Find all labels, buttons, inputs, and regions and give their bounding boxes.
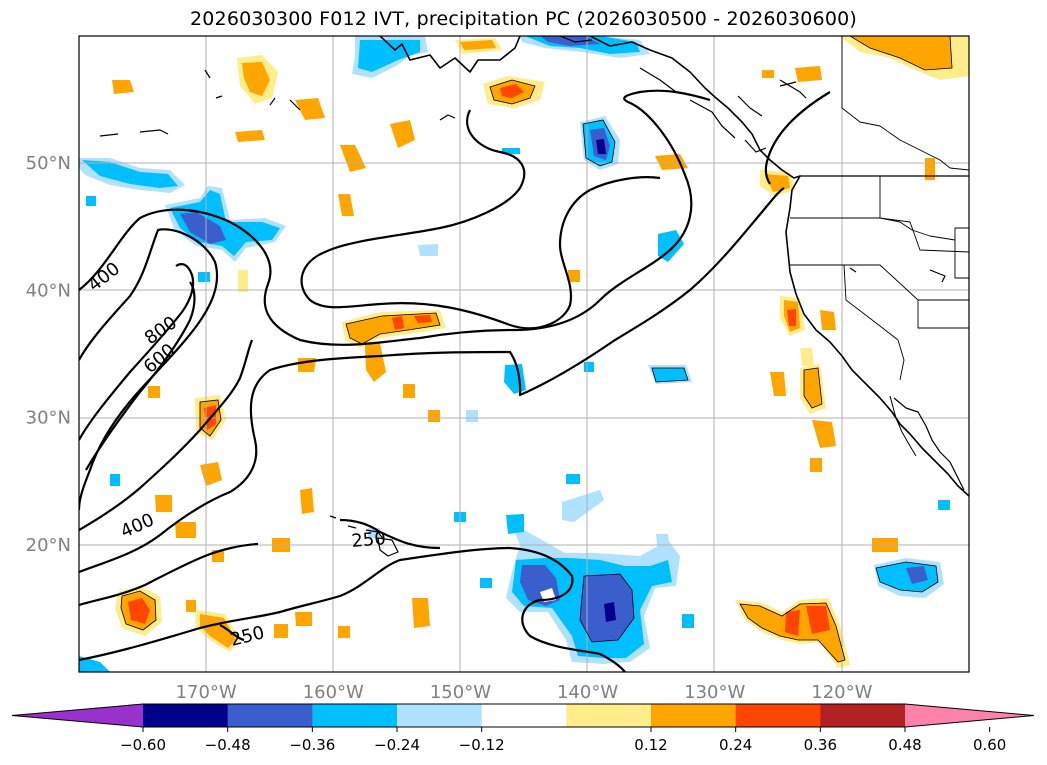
lat-tick-label: 50°N — [26, 153, 71, 174]
ivt-contours — [79, 89, 831, 672]
colorbar-extend-high — [905, 704, 1034, 727]
latitude-tick-labels: 20°N 30°N 40°N 50°N — [26, 153, 71, 556]
lon-tick-label: 140°W — [557, 682, 618, 703]
colorbar-tick-label: 0.48 — [888, 736, 921, 754]
colorbar-tick-label: −0.60 — [120, 736, 166, 754]
lat-tick-label: 30°N — [26, 408, 71, 429]
state-borders — [790, 36, 969, 381]
lat-tick-label: 20°N — [26, 535, 71, 556]
lat-tick-label: 40°N — [26, 280, 71, 301]
colorbar — [11, 703, 1035, 728]
colorbar-swatch — [481, 704, 567, 727]
map-canvas — [79, 36, 969, 672]
longitude-tick-labels: 170°W 160°W 150°W 140°W 130°W 120°W — [176, 682, 873, 703]
colorbar-extend-low — [12, 704, 143, 727]
colorbar-swatch — [397, 704, 483, 727]
map-frame — [78, 35, 970, 673]
colorbar-swatch — [735, 704, 821, 727]
coastlines-and-borders — [99, 36, 969, 557]
precipitation-shading — [79, 36, 969, 672]
colorbar-tick-label: 0.60 — [973, 736, 1006, 754]
colorbar-tick-label: 0.36 — [804, 736, 837, 754]
hawaii-islands — [329, 515, 399, 557]
colorbar-tick-label: −0.48 — [205, 736, 251, 754]
colorbar-tick-label: 0.12 — [634, 736, 667, 754]
lon-tick-label: 170°W — [176, 682, 237, 703]
north-america-coastline — [379, 36, 969, 497]
lon-tick-label: 130°W — [684, 682, 745, 703]
shading-contour-outlines — [120, 36, 953, 663]
colorbar-tick-label: 0.24 — [719, 736, 752, 754]
graticule-grid — [79, 36, 969, 672]
colorbar-swatch — [227, 704, 313, 727]
contour-label: 250 — [351, 528, 387, 552]
colorbar-swatch — [566, 704, 652, 727]
lon-tick-label: 120°W — [811, 682, 872, 703]
lon-tick-label: 150°W — [430, 682, 491, 703]
precip-positive-anomaly-patches — [112, 36, 969, 668]
colorbar-swatch — [651, 704, 737, 727]
colorbar-tick-label: −0.12 — [459, 736, 505, 754]
map-title: 2026030300 F012 IVT, precipitation PC (2… — [189, 8, 858, 30]
lon-tick-label: 160°W — [303, 682, 364, 703]
colorbar-tick-labels: −0.60 −0.48 −0.36 −0.24 −0.12 0.12 0.24 0.36 0.4… — [120, 727, 1006, 754]
colorbar-swatch — [820, 704, 906, 727]
precip-negative-anomaly-patches — [79, 36, 950, 672]
colorbar-swatch — [312, 704, 398, 727]
colorbar-swatch — [143, 704, 229, 727]
colorbar-tick-label: −0.24 — [374, 736, 420, 754]
colorbar-tick-label: −0.36 — [289, 736, 335, 754]
